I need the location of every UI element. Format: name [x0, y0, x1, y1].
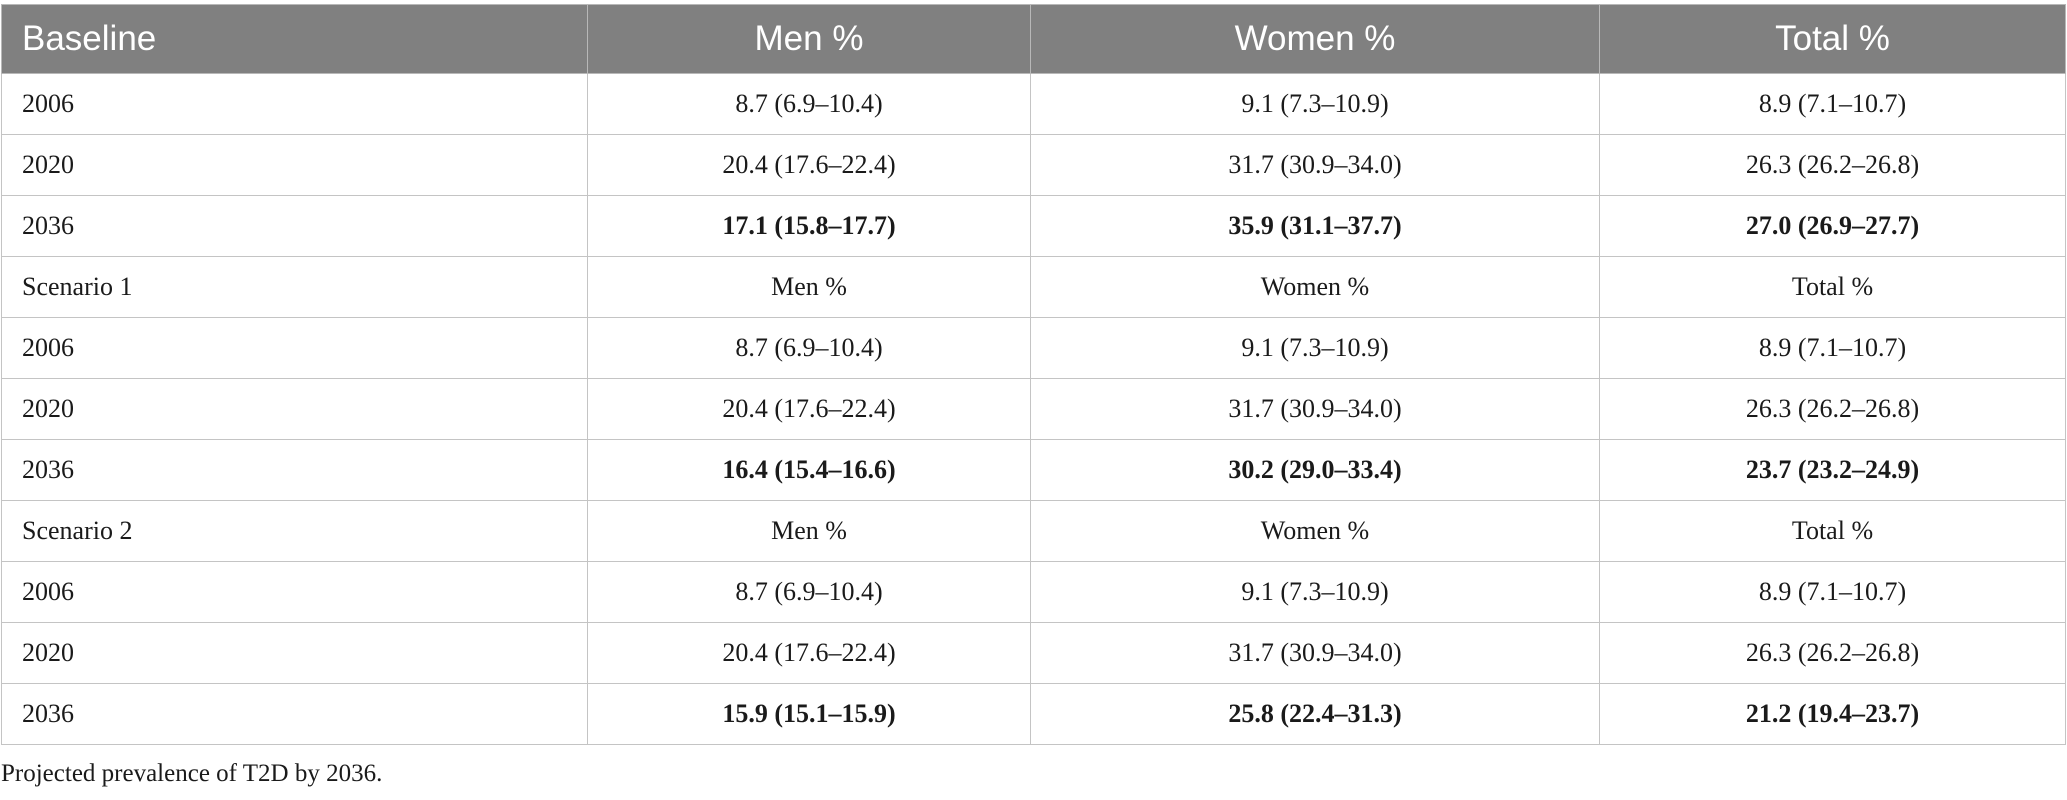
section-col-total: Total % [1599, 500, 2066, 562]
table-row: 2006 8.7 (6.9–10.4) 9.1 (7.3–10.9) 8.9 (… [1, 317, 2066, 379]
row-label: 2020 [1, 378, 588, 440]
section-col-men: Men % [587, 500, 1031, 562]
row-label: 2006 [1, 317, 588, 379]
table-caption: Projected prevalence of T2D by 2036. [1, 760, 383, 787]
cell-total: 8.9 (7.1–10.7) [1599, 317, 2066, 379]
table-row: 2020 20.4 (17.6–22.4) 31.7 (30.9–34.0) 2… [1, 378, 2066, 440]
table-header: Baseline Men % Women % Total % [1, 4, 2066, 74]
cell-women: 31.7 (30.9–34.0) [1030, 622, 1600, 684]
cell-men: 20.4 (17.6–22.4) [587, 134, 1031, 196]
cell-total: 23.7 (23.2–24.9) [1599, 439, 2066, 501]
section-header-row: Scenario 2 Men % Women % Total % [1, 500, 2066, 562]
cell-total: 26.3 (26.2–26.8) [1599, 134, 2066, 196]
table-row: 2036 16.4 (15.4–16.6) 30.2 (29.0–33.4) 2… [1, 439, 2066, 501]
cell-men: 20.4 (17.6–22.4) [587, 378, 1031, 440]
cell-women: 9.1 (7.3–10.9) [1030, 73, 1600, 135]
cell-total: 21.2 (19.4–23.7) [1599, 683, 2066, 745]
table-row: 2006 8.7 (6.9–10.4) 9.1 (7.3–10.9) 8.9 (… [1, 561, 2066, 623]
row-label: 2036 [1, 683, 588, 745]
row-label: 2006 [1, 561, 588, 623]
table-row: 2020 20.4 (17.6–22.4) 31.7 (30.9–34.0) 2… [1, 622, 2066, 684]
prevalence-table: Baseline Men % Women % Total % 2006 8.7 … [1, 4, 2066, 745]
cell-total: 27.0 (26.9–27.7) [1599, 195, 2066, 257]
table-row: 2006 8.7 (6.9–10.4) 9.1 (7.3–10.9) 8.9 (… [1, 73, 2066, 135]
cell-men: 8.7 (6.9–10.4) [587, 317, 1031, 379]
cell-women: 31.7 (30.9–34.0) [1030, 378, 1600, 440]
row-label: 2006 [1, 73, 588, 135]
header-row: Baseline Men % Women % Total % [1, 4, 2066, 74]
cell-men: 8.7 (6.9–10.4) [587, 561, 1031, 623]
header-men: Men % [587, 4, 1031, 74]
cell-women: 9.1 (7.3–10.9) [1030, 561, 1600, 623]
section-col-women: Women % [1030, 500, 1600, 562]
cell-total: 26.3 (26.2–26.8) [1599, 378, 2066, 440]
cell-men: 20.4 (17.6–22.4) [587, 622, 1031, 684]
header-women: Women % [1030, 4, 1600, 74]
section-col-total: Total % [1599, 256, 2066, 318]
cell-women: 30.2 (29.0–33.4) [1030, 439, 1600, 501]
cell-men: 16.4 (15.4–16.6) [587, 439, 1031, 501]
cell-women: 9.1 (7.3–10.9) [1030, 317, 1600, 379]
table-row: 2036 17.1 (15.8–17.7) 35.9 (31.1–37.7) 2… [1, 195, 2066, 257]
cell-men: 15.9 (15.1–15.9) [587, 683, 1031, 745]
section-label: Scenario 1 [1, 256, 588, 318]
section-col-men: Men % [587, 256, 1031, 318]
section-col-women: Women % [1030, 256, 1600, 318]
row-label: 2036 [1, 439, 588, 501]
header-total: Total % [1599, 4, 2066, 74]
cell-women: 25.8 (22.4–31.3) [1030, 683, 1600, 745]
cell-total: 26.3 (26.2–26.8) [1599, 622, 2066, 684]
row-label: 2036 [1, 195, 588, 257]
cell-men: 17.1 (15.8–17.7) [587, 195, 1031, 257]
row-label: 2020 [1, 622, 588, 684]
cell-total: 8.9 (7.1–10.7) [1599, 73, 2066, 135]
cell-men: 8.7 (6.9–10.4) [587, 73, 1031, 135]
cell-women: 35.9 (31.1–37.7) [1030, 195, 1600, 257]
cell-women: 31.7 (30.9–34.0) [1030, 134, 1600, 196]
section-header-row: Scenario 1 Men % Women % Total % [1, 256, 2066, 318]
cell-total: 8.9 (7.1–10.7) [1599, 561, 2066, 623]
table-body: 2006 8.7 (6.9–10.4) 9.1 (7.3–10.9) 8.9 (… [1, 73, 2066, 745]
table-row: 2020 20.4 (17.6–22.4) 31.7 (30.9–34.0) 2… [1, 134, 2066, 196]
table-row: 2036 15.9 (15.1–15.9) 25.8 (22.4–31.3) 2… [1, 683, 2066, 745]
header-label: Baseline [1, 4, 588, 74]
section-label: Scenario 2 [1, 500, 588, 562]
row-label: 2020 [1, 134, 588, 196]
